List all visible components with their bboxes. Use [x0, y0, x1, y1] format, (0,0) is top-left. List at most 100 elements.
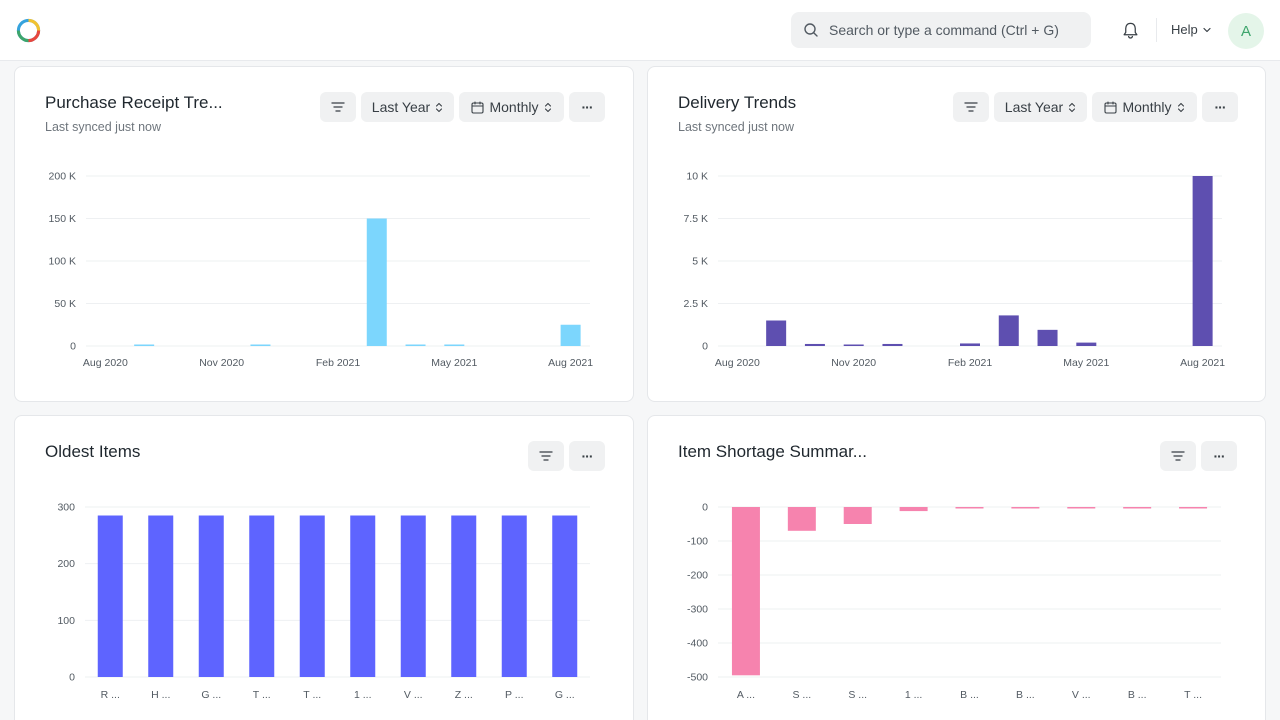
- delivery-trends-chart: 0 2.5 K 5 K 7.5 K 10 K Aug 2020 Nov 2020 Feb 20…: [683, 171, 1225, 370]
- card-title: Delivery Trends: [678, 93, 797, 112]
- y-tick-label: 100: [57, 615, 75, 627]
- calendar-icon: [1104, 100, 1118, 114]
- x-tick-label: T ...: [253, 689, 271, 701]
- y-tick-label: -400: [687, 638, 708, 650]
- time-interval-select[interactable]: Monthly: [1092, 92, 1197, 122]
- y-tick-label: 7.5 K: [683, 213, 708, 225]
- more-icon: ···: [581, 448, 594, 464]
- chart-bar: [998, 315, 1019, 346]
- x-tick-label: Feb 2021: [316, 357, 361, 369]
- filter-button[interactable]: [953, 92, 989, 122]
- x-tick-label: G ...: [201, 689, 221, 701]
- help-label: Help: [1171, 22, 1198, 37]
- card-title: Purchase Receipt Tre...: [45, 93, 223, 112]
- help-dropdown[interactable]: Help: [1171, 22, 1212, 37]
- filter-button[interactable]: [1160, 441, 1196, 471]
- more-options-button[interactable]: ···: [569, 441, 605, 471]
- y-tick-label: -100: [687, 536, 708, 548]
- time-interval-label: Monthly: [489, 99, 539, 115]
- x-tick-label: B ...: [1016, 689, 1035, 701]
- x-tick-label: B ...: [960, 689, 979, 701]
- x-tick-label: Aug 2021: [1180, 357, 1225, 369]
- x-tick-label: S ...: [792, 689, 811, 701]
- chart-bar: [249, 515, 275, 677]
- more-options-button[interactable]: ···: [1201, 441, 1237, 471]
- chart-bar: [731, 507, 760, 676]
- frappe-logo-icon[interactable]: [16, 18, 41, 43]
- chevron-down-icon: [1203, 27, 1211, 32]
- chart-bar: [405, 344, 426, 346]
- chart-bar: [960, 343, 980, 346]
- filter-icon: [1171, 451, 1185, 461]
- y-tick-label: -500: [687, 672, 708, 684]
- last-synced-text: Last synced just now: [678, 120, 795, 134]
- chart-bar: [899, 507, 928, 512]
- x-tick-label: Aug 2020: [83, 357, 128, 369]
- filter-icon: [964, 102, 978, 112]
- user-avatar[interactable]: A: [1228, 13, 1264, 49]
- time-range-select[interactable]: Last Year: [361, 92, 454, 122]
- x-tick-label: May 2021: [1063, 357, 1109, 369]
- x-tick-label: V ...: [1072, 689, 1091, 701]
- navbar-divider: [1156, 18, 1157, 42]
- card-title: Item Shortage Summar...: [678, 442, 867, 461]
- x-tick-label: May 2021: [431, 357, 477, 369]
- filter-button[interactable]: [528, 441, 564, 471]
- card-title: Oldest Items: [45, 442, 141, 461]
- chart-bar: [843, 344, 864, 346]
- item-shortage-summary-card: Item Shortage Summar... ··· -500 -400 -300…: [647, 415, 1266, 720]
- updown-chevron-icon: [1069, 102, 1076, 112]
- chart-bar: [501, 515, 527, 677]
- chart-bar: [804, 343, 825, 346]
- search-input[interactable]: [829, 22, 1079, 38]
- filter-icon: [331, 102, 345, 112]
- chart-bar: [882, 343, 903, 346]
- y-tick-label: 0: [702, 341, 708, 353]
- chart-bar: [1192, 176, 1213, 346]
- chart-bar: [1011, 507, 1040, 509]
- more-icon: ···: [1213, 448, 1226, 464]
- x-tick-label: Aug 2020: [715, 357, 760, 369]
- y-tick-label: 150 K: [49, 213, 76, 225]
- chart-bar: [1067, 507, 1096, 509]
- purchase-receipt-trends-card: Purchase Receipt Tre... Last synced just…: [14, 66, 634, 402]
- chart-bar: [1037, 329, 1058, 346]
- search-bar[interactable]: [791, 12, 1091, 48]
- item-shortage-chart: -500 -400 -300 -200 -100 0 A ... S ... S ... 1 ..…: [687, 502, 1221, 701]
- chart-bar: [198, 515, 224, 677]
- calendar-icon: [471, 100, 485, 114]
- chart-bar: [560, 324, 581, 346]
- chart-bar: [1076, 342, 1097, 346]
- y-tick-label: 100 K: [49, 256, 76, 268]
- oldest-items-chart: 0 100 200 300 R ... H ... G ... T ... T ... 1 ...…: [57, 502, 590, 701]
- more-options-button[interactable]: ···: [1202, 92, 1238, 122]
- x-tick-label: Feb 2021: [948, 357, 993, 369]
- chart-bar: [444, 344, 465, 346]
- chart-bar: [97, 515, 123, 677]
- chart-bar: [366, 218, 387, 346]
- time-interval-label: Monthly: [1122, 99, 1172, 115]
- chart-bar: [250, 344, 271, 346]
- filter-button[interactable]: [320, 92, 356, 122]
- last-synced-text: Last synced just now: [45, 120, 162, 134]
- y-tick-label: -200: [687, 570, 708, 582]
- time-range-select[interactable]: Last Year: [994, 92, 1087, 122]
- x-tick-label: V ...: [404, 689, 423, 701]
- bell-icon[interactable]: [1121, 21, 1140, 40]
- x-tick-label: S ...: [848, 689, 867, 701]
- x-tick-label: 1 ...: [905, 689, 923, 701]
- time-range-label: Last Year: [1004, 99, 1064, 115]
- more-options-button[interactable]: ···: [569, 92, 605, 122]
- chart-bar: [299, 515, 325, 677]
- time-interval-select[interactable]: Monthly: [459, 92, 564, 122]
- x-tick-label: Aug 2021: [548, 357, 593, 369]
- purchase-receipt-chart: 0 50 K 100 K 150 K 200 K Aug 2020 Nov 2020 Feb …: [49, 171, 594, 370]
- x-tick-label: Nov 2020: [831, 357, 876, 369]
- y-tick-label: 10 K: [686, 171, 708, 183]
- chart-bar: [350, 515, 376, 677]
- updown-chevron-icon: [436, 102, 443, 112]
- chart-bar: [552, 515, 578, 677]
- chart-bar: [787, 507, 816, 531]
- y-tick-label: 0: [70, 341, 76, 353]
- chart-bar: [1123, 507, 1152, 509]
